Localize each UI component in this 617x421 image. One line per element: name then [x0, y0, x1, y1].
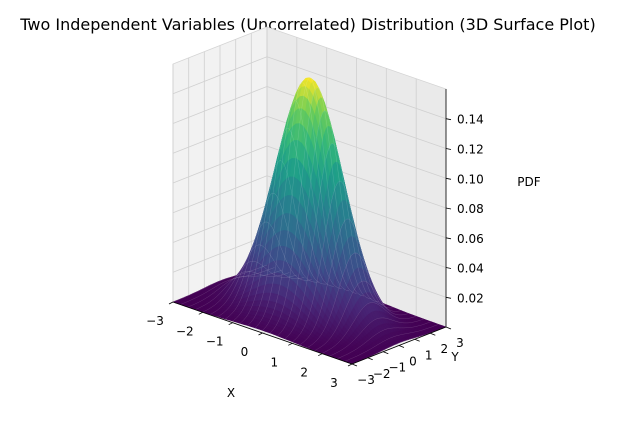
- y-tick-label: −1: [388, 361, 406, 375]
- gridline-back-z: [266, 56, 447, 120]
- y-tick-mark: [445, 326, 452, 330]
- z-axis-label: PDF: [517, 175, 540, 189]
- x-tick-mark: [347, 363, 353, 367]
- gridline-left-z: [172, 145, 268, 184]
- z-tick-label: 0.14: [457, 113, 484, 127]
- x-tick-label: 0: [241, 345, 249, 359]
- z-tick-mark: [445, 267, 452, 269]
- gridline-left-z: [172, 86, 268, 124]
- z-tick-mark: [445, 296, 452, 299]
- surface-mesh-line: [314, 280, 409, 351]
- z-tick-label: 0.10: [457, 172, 484, 186]
- y-tick-mark: [367, 357, 373, 361]
- surface-mesh-line: [232, 160, 327, 322]
- surface-mesh-line: [217, 221, 312, 317]
- x-tick-label: −1: [206, 335, 224, 349]
- surface-mesh-line: [262, 77, 357, 331]
- y-tick-mark: [383, 351, 389, 355]
- z-tick-label: 0.08: [457, 202, 484, 216]
- y-tick-mark: [430, 332, 436, 336]
- surface-mesh-line: [292, 180, 387, 342]
- gridline-left-z: [172, 56, 268, 95]
- surface-mesh-line: [337, 321, 432, 359]
- y-tick-mark: [351, 363, 358, 367]
- y-tick-mark: [398, 345, 405, 348]
- x-tick-mark: [258, 332, 263, 336]
- x-tick-label: 2: [300, 366, 308, 380]
- y-tick-label: −3: [357, 373, 375, 387]
- surface-mesh-line: [210, 244, 305, 315]
- surface-mesh-line: [322, 302, 417, 354]
- x-tick-label: 1: [270, 355, 278, 369]
- x-axis-label: X: [227, 386, 235, 400]
- x-tick-mark: [198, 311, 203, 315]
- x-tick-mark: [288, 342, 293, 346]
- surface-mesh-line: [329, 317, 424, 357]
- surface-mesh-line: [247, 100, 342, 326]
- surface-mesh-line: [195, 271, 290, 310]
- y-tick-mark: [414, 338, 420, 342]
- z-tick-mark: [445, 207, 452, 210]
- surface-mesh-line: [269, 87, 365, 334]
- surface-mesh-line: [277, 110, 372, 336]
- gridline-left-z: [172, 175, 268, 214]
- surface-mesh-line: [225, 192, 320, 320]
- surface-mesh: [172, 77, 447, 365]
- surface-mesh-line: [180, 267, 275, 305]
- x-tick-mark: [318, 353, 323, 357]
- surface-mesh-line: [187, 269, 282, 308]
- surface-mesh-line: [172, 264, 268, 303]
- x-tick-label: −2: [176, 324, 194, 338]
- surface-mesh-line: [254, 82, 350, 329]
- y-tick-label: 1: [425, 348, 433, 362]
- surface-mesh-line: [239, 127, 335, 324]
- z-tick-mark: [445, 177, 452, 180]
- y-tick-label: 3: [456, 336, 464, 350]
- y-tick-label: 0: [409, 355, 417, 369]
- chart-title: Two Independent Variables (Uncorrelated)…: [19, 15, 595, 34]
- x-tick-label: 3: [330, 376, 338, 390]
- z-tick-mark: [445, 118, 452, 121]
- x-tick-label: −3: [146, 314, 164, 328]
- z-tick-label: 0.04: [457, 262, 484, 276]
- x-tick-mark: [228, 322, 233, 326]
- z-tick-label: 0.12: [457, 143, 484, 157]
- surface-mesh-line: [284, 143, 379, 339]
- gridline-left-z: [172, 234, 268, 273]
- surface-mesh-line: [299, 218, 394, 345]
- surface-mesh-line: [202, 260, 297, 313]
- y-axis-label: Y: [450, 350, 459, 364]
- y-tick-label: 2: [440, 342, 448, 356]
- z-tick-mark: [445, 237, 452, 240]
- gridline-left-z: [172, 115, 268, 154]
- surface-mesh-line: [307, 252, 402, 348]
- z-tick-label: 0.06: [457, 232, 484, 246]
- gridline-left-z: [172, 205, 268, 243]
- z-tick-mark: [445, 148, 452, 150]
- y-tick-label: −2: [373, 367, 391, 381]
- x-tick-mark: [168, 301, 174, 305]
- surface-mesh-line: [344, 324, 439, 362]
- z-tick-label: 0.02: [457, 291, 484, 305]
